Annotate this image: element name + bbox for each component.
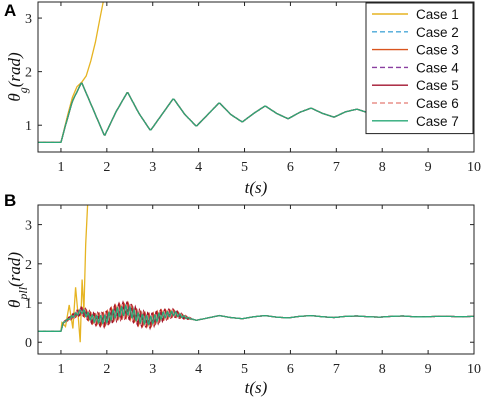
y-tick-label: 1: [25, 297, 32, 312]
x-tick-label: 7: [333, 160, 340, 175]
legend-entry: Case 7: [416, 114, 459, 129]
x-tick-label: 8: [379, 160, 386, 175]
series-group: [38, 205, 474, 343]
legend-entry: Case 4: [416, 60, 459, 75]
x-tick-label: 5: [241, 160, 248, 175]
legend-box: [365, 2, 474, 135]
x-axis-label: t(s): [245, 378, 268, 397]
series-line-case-1: [38, 2, 104, 144]
legend-entry: Case 1: [416, 7, 459, 22]
x-tick-label: 1: [57, 362, 64, 377]
x-tick-label: 5: [241, 362, 248, 377]
y-tick-label: 1: [25, 119, 32, 134]
axes-frame: [37, 204, 475, 355]
axes-frame: [37, 1, 475, 153]
y-tick-label: 2: [25, 258, 32, 273]
x-tick-label: 9: [425, 160, 432, 175]
x-tick-label: 6: [287, 160, 294, 175]
x-tick-label: 1: [57, 160, 64, 175]
legend: Case 1 Case 2 Case 3 Case 4 Case 5 Case 6 Case…: [365, 2, 474, 135]
y-tick-label: 3: [25, 12, 32, 27]
x-tick-label: 2: [103, 362, 110, 377]
x-tick-label: 3: [149, 160, 156, 175]
x-tick-label: 8: [379, 362, 386, 377]
panel-letter: A: [4, 1, 16, 20]
legend-entry: Case 2: [416, 25, 459, 40]
x-tick-label: 4: [195, 362, 202, 377]
y-axis-label: θpll(rad): [5, 252, 30, 308]
x-tick-label: 4: [195, 160, 202, 175]
x-tick-label: 10: [467, 362, 481, 377]
y-tick-label: 3: [25, 219, 32, 234]
x-axis-label: t(s): [245, 178, 268, 197]
x-tick-label: 6: [287, 362, 294, 377]
legend-entry: Case 5: [416, 78, 459, 93]
legend-entry: Case 3: [416, 43, 459, 58]
x-tick-label: 10: [467, 160, 481, 175]
x-tick-label: 7: [333, 362, 340, 377]
panel-b: B 1 2 3 4 5 6 7 8 9 10 0 1 2 3 θpll(rad) t(s): [4, 191, 481, 397]
y-tick-label: 0: [25, 336, 32, 351]
panel-letter: B: [4, 191, 16, 210]
series-line-case-7: [38, 304, 474, 332]
y-axis-label: θg(rad): [5, 52, 30, 102]
x-tick-label: 9: [425, 362, 432, 377]
y-tick-label: 2: [25, 66, 32, 81]
x-tick-label: 2: [103, 160, 110, 175]
x-tick-label: 3: [149, 362, 156, 377]
series-line-case-1: [38, 205, 89, 343]
legend-entry: Case 6: [416, 96, 459, 111]
